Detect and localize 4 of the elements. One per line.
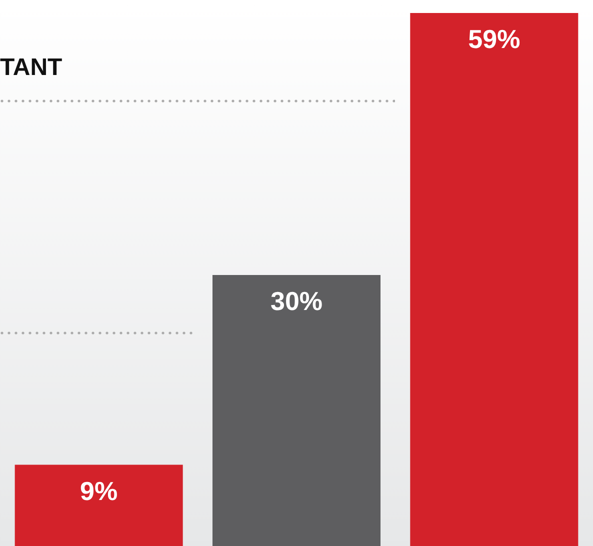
data-label: 59%: [468, 24, 520, 54]
data-label: 30%: [270, 286, 323, 316]
data-label: 9%: [80, 476, 118, 506]
annotation: TANT: [0, 54, 62, 82]
